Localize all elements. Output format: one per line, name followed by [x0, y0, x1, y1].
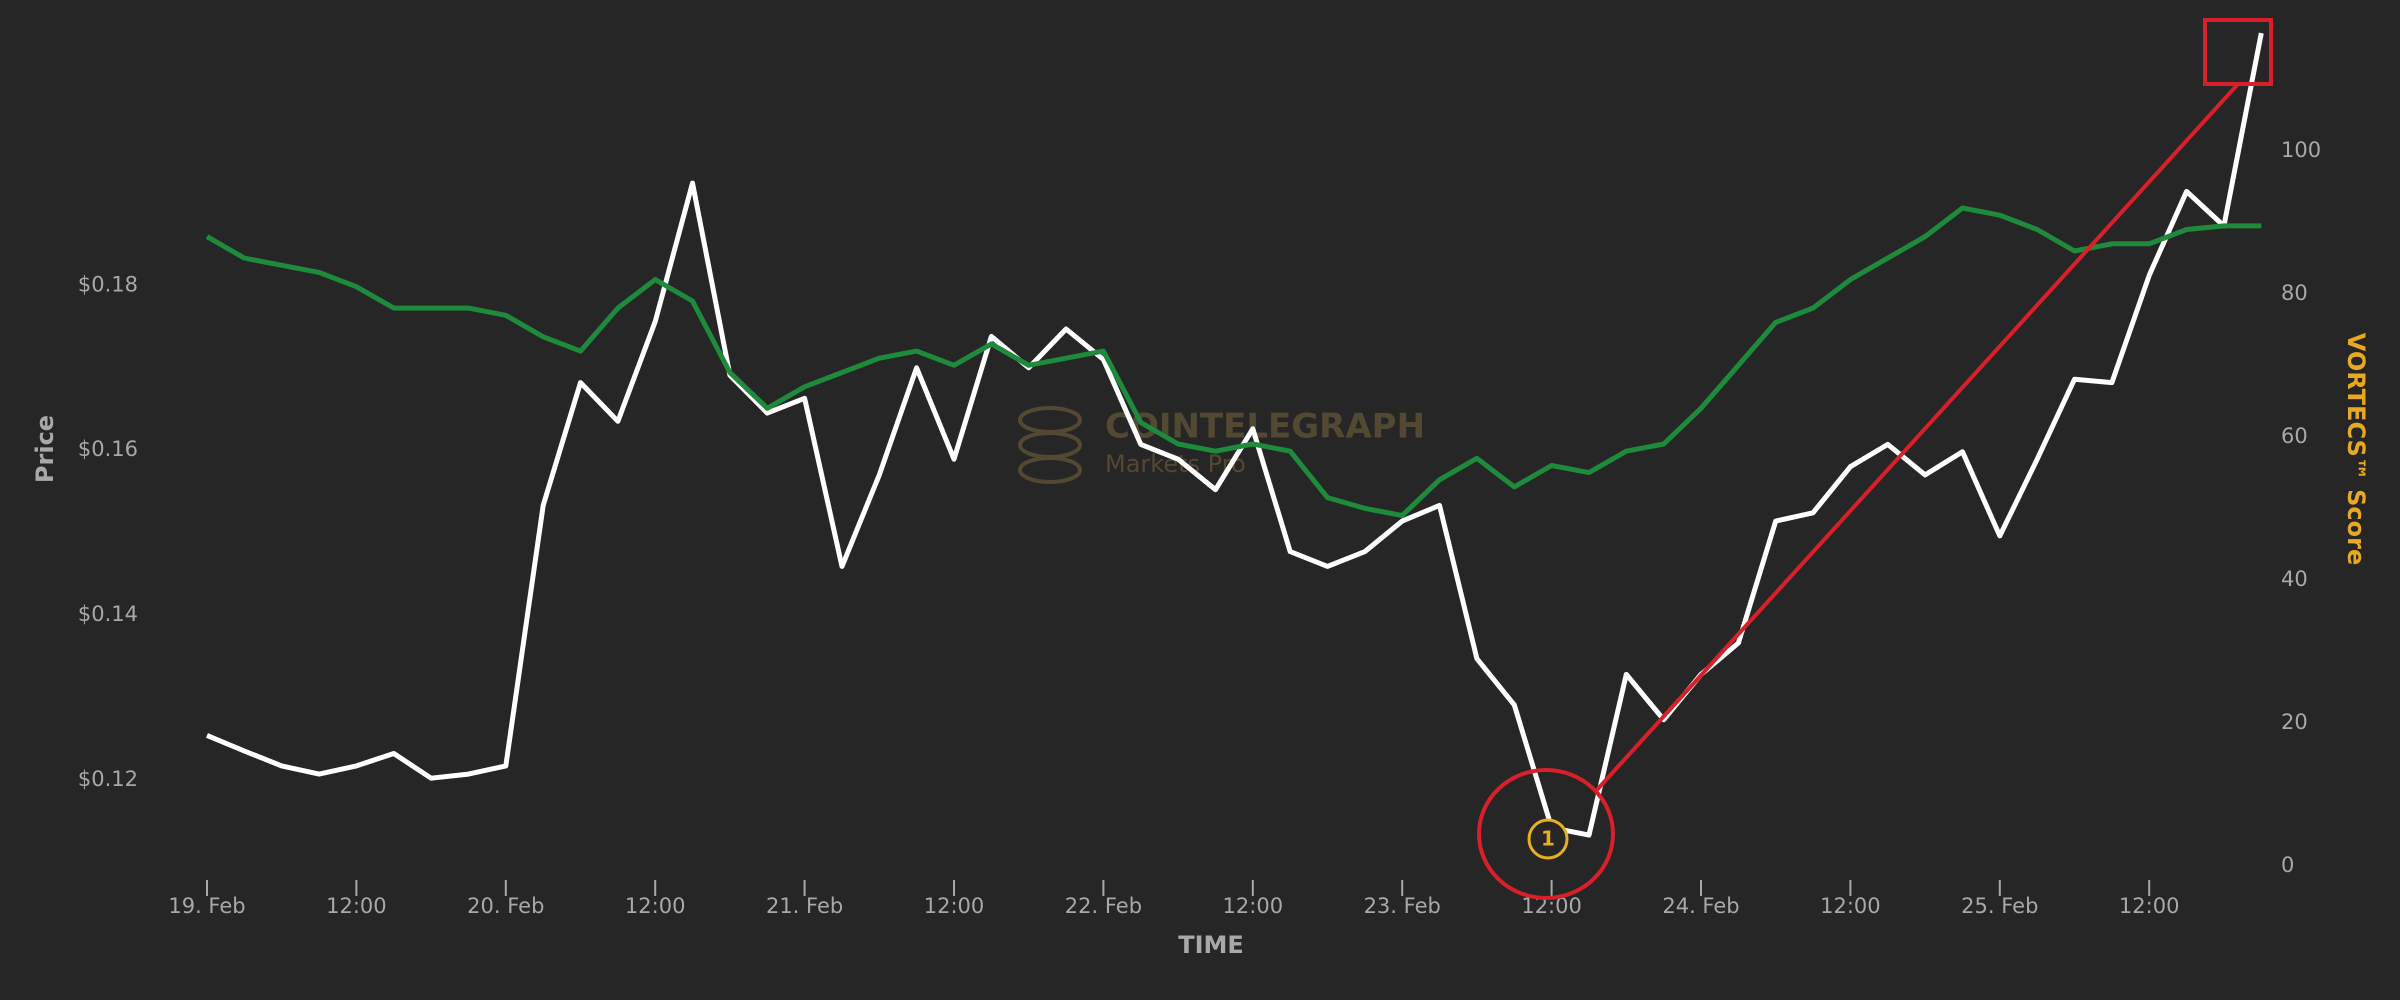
event-marker[interactable]: [1527, 818, 1569, 860]
x-tick-label: 12:00: [924, 894, 985, 918]
y-tick-label: $0.18: [78, 272, 138, 296]
x-tick-label: 24. Feb: [1662, 894, 1739, 918]
annotation-overlay: 1: [1477, 18, 2273, 900]
watermark-logo: [1018, 456, 1082, 484]
y2-tick-label: 100: [2281, 138, 2321, 162]
x-tick-label: 25. Feb: [1961, 894, 2038, 918]
y-tick-label: $0.12: [78, 767, 138, 791]
trend-arrow: [1593, 82, 2240, 794]
watermark: COINTELEGRAPH Markets Pro: [1018, 406, 1425, 484]
y2-tick-label: 60: [2281, 424, 2308, 448]
event-marker-label: 1: [1541, 827, 1555, 851]
watermark-logo: [1018, 406, 1082, 434]
y-axis-title: Price: [31, 415, 59, 483]
x-tick-label: 22. Feb: [1065, 894, 1142, 918]
x-tick-label: 12:00: [1223, 894, 1284, 918]
watermark-logo: [1018, 431, 1082, 459]
series-line: [206, 32, 2264, 838]
series-line: [205, 205, 2262, 518]
watermark-text: Markets Pro: [1105, 450, 1246, 478]
highlight-box: [2203, 18, 2273, 86]
y2-tick-label: 20: [2281, 710, 2308, 734]
y2-axis-title: VORTECS™ Score: [2342, 333, 2370, 566]
x-tick-label: 23. Feb: [1364, 894, 1441, 918]
watermark-text: COINTELEGRAPH: [1105, 407, 1425, 447]
x-tick-label: 19. Feb: [168, 894, 245, 918]
x-axis-title: TIME: [1178, 931, 1244, 959]
highlight-circle: [1477, 768, 1615, 900]
plot-area: $0.12 $0.14 $0.16 $0.18 0 20 40 60 80 100 19. Feb 1…: [78, 32, 2321, 918]
x-tick-label: 21. Feb: [766, 894, 843, 918]
y2-tick-label: 0: [2281, 853, 2294, 877]
x-tick-label: 20. Feb: [467, 894, 544, 918]
y-tick-label: $0.16: [78, 437, 138, 461]
x-tick-label: 12:00: [2119, 894, 2180, 918]
y2-tick-label: 40: [2281, 567, 2308, 591]
x-tick-label: 12:00: [326, 894, 387, 918]
y2-tick-label: 80: [2281, 281, 2308, 305]
y-tick-label: $0.14: [78, 602, 138, 626]
x-tick-label: 12:00: [625, 894, 686, 918]
x-tick-label: 12:00: [1820, 894, 1881, 918]
